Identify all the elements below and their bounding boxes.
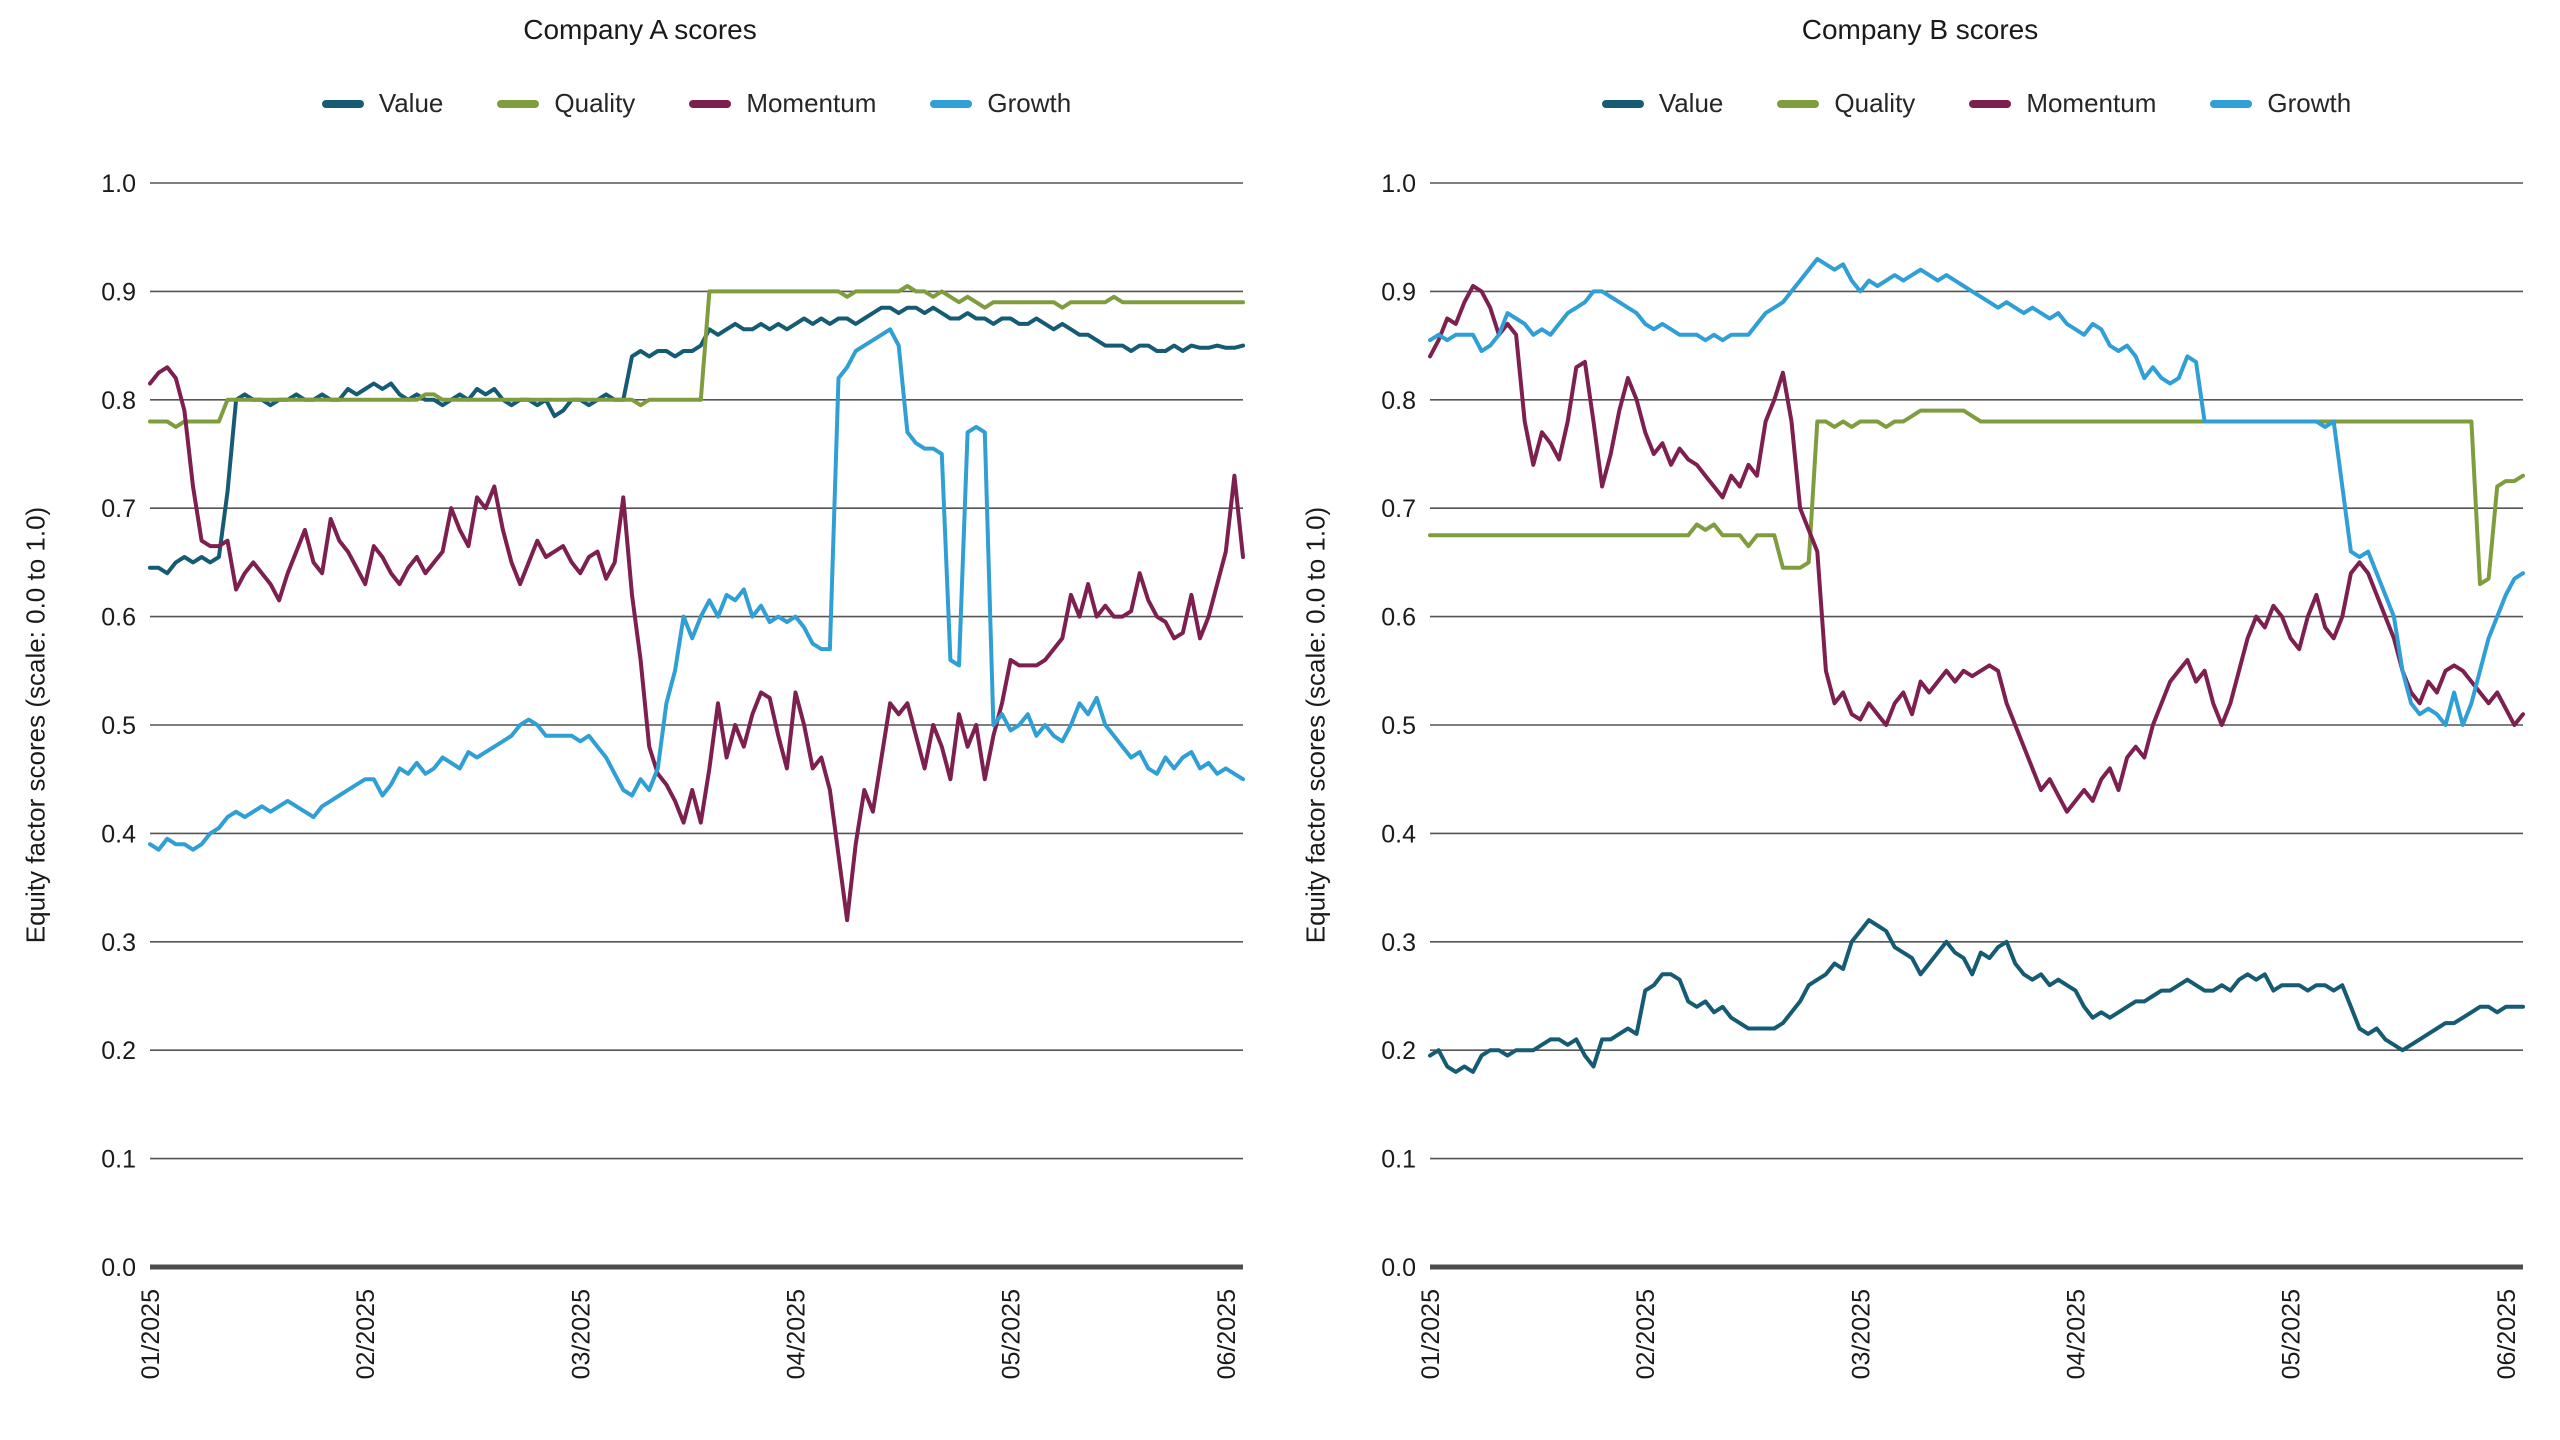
y-tick-label: 0.2 bbox=[101, 1037, 136, 1065]
x-tick-label: 05/2025 bbox=[998, 1289, 1026, 1379]
value-line-swatch bbox=[321, 99, 364, 108]
legend-label-value: Value bbox=[1658, 88, 1724, 118]
series-line-growth bbox=[148, 327, 1245, 852]
y-tick-label: 0.5 bbox=[1381, 712, 1416, 740]
y-tick-label: 0.6 bbox=[1381, 604, 1416, 632]
y-tick-label: 0.2 bbox=[1381, 1037, 1416, 1065]
x-tick-label: 03/2025 bbox=[567, 1289, 595, 1379]
x-tick-label: 02/2025 bbox=[1632, 1289, 1660, 1379]
legend-item-growth: Growth bbox=[930, 88, 1071, 119]
legend-label-value: Value bbox=[378, 88, 444, 118]
chart-b-legend: Value Quality Momentum Growth bbox=[1430, 88, 2523, 119]
legend-label-growth: Growth bbox=[987, 88, 1072, 118]
y-tick-label: 0.7 bbox=[101, 495, 136, 523]
legend-item-momentum: Momentum bbox=[689, 88, 876, 119]
x-tick-label: 06/2025 bbox=[2493, 1289, 2521, 1379]
x-tick-label: 01/2025 bbox=[137, 1289, 165, 1379]
x-tick-label: 06/2025 bbox=[1213, 1289, 1241, 1379]
x-tick-label: 04/2025 bbox=[783, 1289, 811, 1379]
y-tick-label: 0.4 bbox=[1381, 820, 1416, 848]
legend-label-growth: Growth bbox=[2267, 88, 2352, 118]
y-tick-label: 0.8 bbox=[1381, 387, 1416, 415]
growth-line-swatch bbox=[2210, 99, 2253, 108]
value-line-swatch bbox=[1601, 99, 1644, 108]
legend-item-quality: Quality bbox=[1777, 88, 1915, 119]
series-line-value bbox=[148, 305, 1245, 576]
y-tick-label: 0.7 bbox=[1381, 495, 1416, 523]
series-line-quality bbox=[148, 284, 1245, 429]
y-tick-label: 0.9 bbox=[1381, 278, 1416, 306]
y-tick-label: 0.5 bbox=[101, 712, 136, 740]
series-line-momentum bbox=[148, 365, 1245, 923]
y-tick-label: 0.9 bbox=[101, 278, 136, 306]
chart-company-b: Company B scores Value Quality Momentum … bbox=[1280, 0, 2560, 1440]
legend-item-value: Value bbox=[321, 88, 444, 119]
chart-a-title: Company A scores bbox=[523, 14, 757, 45]
chart-company-a: Company A scores Value Quality Momentum … bbox=[21, 14, 1245, 1379]
chart-a-legend: Value Quality Momentum Growth bbox=[150, 88, 1243, 119]
plot-company-a: 0.0 0.1 0.2 0.3 0.4 0.5 0.6 0.7 0.8 0.9 1.0 01/2025… bbox=[101, 170, 1245, 1379]
x-tick-label: 05/2025 bbox=[2278, 1289, 2306, 1379]
legend-item-momentum: Momentum bbox=[1969, 88, 2156, 119]
y-tick-label: 0.3 bbox=[101, 929, 136, 957]
momentum-line-swatch bbox=[689, 99, 732, 108]
legend-item-quality: Quality bbox=[497, 88, 635, 119]
y-tick-label: 0.0 bbox=[1381, 1254, 1416, 1282]
legend-item-growth: Growth bbox=[2210, 88, 2351, 119]
y-tick-label: 0.4 bbox=[101, 820, 136, 848]
series-line-value bbox=[1428, 918, 2525, 1074]
y-tick-label: 1.0 bbox=[101, 170, 136, 198]
quality-line-swatch bbox=[1777, 99, 1820, 108]
legend-label-momentum: Momentum bbox=[2026, 88, 2157, 118]
y-tick-label: 0.0 bbox=[101, 1254, 136, 1282]
momentum-line-swatch bbox=[1969, 99, 2012, 108]
y-tick-label: 0.1 bbox=[1381, 1146, 1416, 1174]
x-tick-label: 03/2025 bbox=[1847, 1289, 1875, 1379]
legend-label-momentum: Momentum bbox=[746, 88, 877, 118]
y-tick-label: 1.0 bbox=[1381, 170, 1416, 198]
legend-item-value: Value bbox=[1601, 88, 1724, 119]
y-tick-label: 0.1 bbox=[101, 1146, 136, 1174]
y-tick-label: 0.6 bbox=[101, 604, 136, 632]
series-line-growth bbox=[1428, 256, 2525, 727]
legend-label-quality: Quality bbox=[1834, 88, 1916, 118]
x-tick-label: 01/2025 bbox=[1417, 1289, 1445, 1379]
y-tick-label: 0.8 bbox=[101, 387, 136, 415]
series-line-quality bbox=[1428, 408, 2525, 587]
legend-label-quality: Quality bbox=[554, 88, 636, 118]
x-tick-label: 02/2025 bbox=[352, 1289, 380, 1379]
x-tick-label: 04/2025 bbox=[2063, 1289, 2091, 1379]
series-line-momentum bbox=[1428, 284, 2525, 814]
growth-line-swatch bbox=[930, 99, 973, 108]
plot-company-b: 0.0 0.1 0.2 0.3 0.4 0.5 0.6 0.7 0.8 0.9 1.0 01/2025… bbox=[1381, 170, 2525, 1379]
chart-b-title: Company B scores bbox=[1801, 14, 2039, 45]
quality-line-swatch bbox=[497, 99, 540, 108]
y-tick-label: 0.3 bbox=[1381, 929, 1416, 957]
